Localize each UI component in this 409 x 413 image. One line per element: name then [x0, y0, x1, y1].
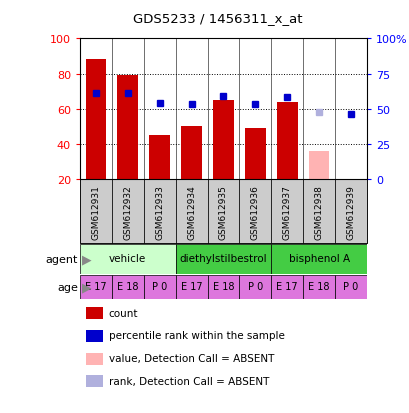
Bar: [239, 275, 271, 299]
Bar: [207, 275, 239, 299]
Bar: [239, 180, 271, 244]
Text: GSM612931: GSM612931: [91, 184, 100, 239]
Bar: [80, 244, 175, 274]
Bar: [175, 244, 271, 274]
Bar: [271, 180, 302, 244]
Text: diethylstilbestrol: diethylstilbestrol: [179, 254, 267, 263]
Bar: [112, 275, 144, 299]
Bar: [85, 330, 103, 342]
Text: GSM612938: GSM612938: [314, 184, 323, 239]
Text: E 18: E 18: [117, 282, 138, 292]
Bar: [175, 180, 207, 244]
Text: percentile rank within the sample: percentile rank within the sample: [108, 330, 284, 341]
Bar: [85, 353, 103, 365]
Bar: [144, 180, 175, 244]
Bar: [85, 307, 103, 319]
Text: GSM612939: GSM612939: [346, 184, 355, 239]
Bar: [207, 180, 239, 244]
Bar: [271, 275, 302, 299]
Bar: [149, 136, 170, 180]
Bar: [117, 76, 138, 180]
Text: E 18: E 18: [212, 282, 234, 292]
Text: vehicle: vehicle: [109, 254, 146, 263]
Text: bisphenol A: bisphenol A: [288, 254, 349, 263]
Text: P 0: P 0: [152, 282, 167, 292]
Text: agent: agent: [45, 254, 78, 264]
Text: E 17: E 17: [180, 282, 202, 292]
Bar: [85, 375, 103, 387]
Text: P 0: P 0: [343, 282, 358, 292]
Text: ▶: ▶: [82, 253, 91, 266]
Text: E 18: E 18: [308, 282, 329, 292]
Bar: [276, 102, 297, 180]
Bar: [112, 180, 144, 244]
Text: P 0: P 0: [247, 282, 262, 292]
Text: ▶: ▶: [82, 280, 91, 294]
Bar: [85, 60, 106, 180]
Text: age: age: [57, 282, 78, 292]
Text: GSM612936: GSM612936: [250, 184, 259, 239]
Text: GSM612933: GSM612933: [155, 184, 164, 239]
Bar: [308, 152, 329, 180]
Text: count: count: [108, 308, 138, 318]
Text: GSM612935: GSM612935: [218, 184, 227, 239]
Bar: [271, 244, 366, 274]
Text: E 17: E 17: [276, 282, 297, 292]
Bar: [80, 180, 112, 244]
Text: GDS5233 / 1456311_x_at: GDS5233 / 1456311_x_at: [132, 12, 301, 25]
Bar: [302, 275, 334, 299]
Text: value, Detection Call = ABSENT: value, Detection Call = ABSENT: [108, 353, 273, 363]
Bar: [144, 275, 175, 299]
Bar: [181, 127, 201, 180]
Text: GSM612934: GSM612934: [187, 184, 196, 239]
Text: GSM612932: GSM612932: [123, 184, 132, 239]
Bar: [334, 180, 366, 244]
Bar: [245, 129, 265, 180]
Bar: [80, 275, 112, 299]
Bar: [302, 180, 334, 244]
Bar: [175, 275, 207, 299]
Text: rank, Detection Call = ABSENT: rank, Detection Call = ABSENT: [108, 376, 268, 386]
Text: GSM612937: GSM612937: [282, 184, 291, 239]
Bar: [213, 101, 233, 180]
Bar: [334, 275, 366, 299]
Text: E 17: E 17: [85, 282, 106, 292]
